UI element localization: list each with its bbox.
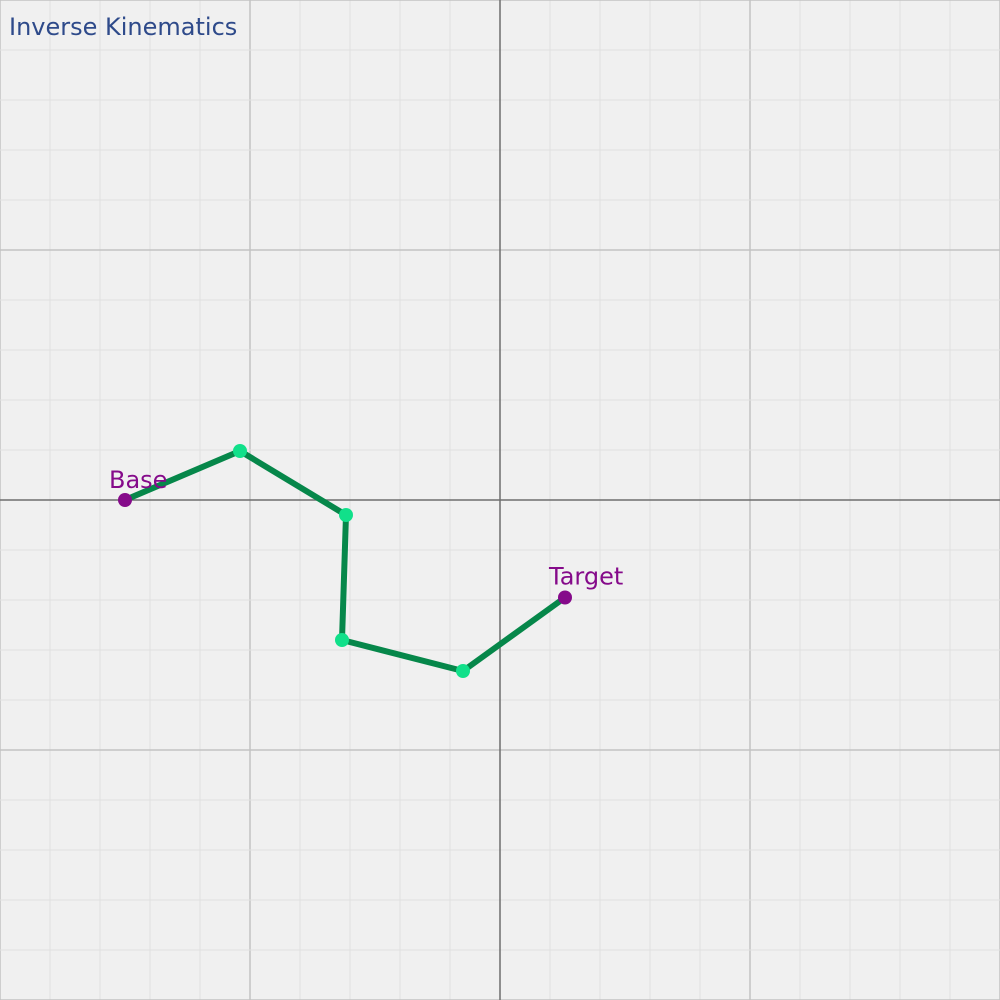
target-label: Target	[548, 563, 623, 591]
base-point	[118, 493, 132, 507]
joint-point	[456, 664, 470, 678]
target-point[interactable]	[558, 590, 572, 605]
arm-segment	[460, 594, 568, 674]
arm-points	[118, 444, 572, 678]
joint-point	[233, 444, 247, 458]
arm-segment	[339, 512, 349, 643]
arm-segment	[237, 448, 349, 518]
base-label: Base	[109, 466, 167, 494]
arm-segment	[122, 448, 243, 503]
arm-chain	[122, 448, 568, 674]
arm-segment	[339, 637, 466, 674]
joint-point	[335, 633, 349, 647]
page-title: Inverse Kinematics	[9, 13, 238, 41]
joint-point	[339, 508, 353, 522]
